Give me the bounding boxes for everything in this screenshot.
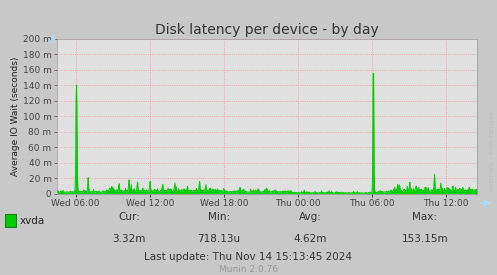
Text: xvda: xvda (20, 216, 45, 226)
Text: 718.13u: 718.13u (197, 234, 240, 244)
Title: Disk latency per device - by day: Disk latency per device - by day (155, 23, 379, 37)
Text: Max:: Max: (413, 212, 437, 222)
Text: Avg:: Avg: (299, 212, 322, 222)
Text: Cur:: Cur: (118, 212, 140, 222)
Text: Last update: Thu Nov 14 15:13:45 2024: Last update: Thu Nov 14 15:13:45 2024 (145, 252, 352, 262)
Text: Min:: Min: (208, 212, 230, 222)
Y-axis label: Average IO Wait (seconds): Average IO Wait (seconds) (11, 56, 20, 176)
Text: 4.62m: 4.62m (294, 234, 328, 244)
Text: 3.32m: 3.32m (112, 234, 146, 244)
Text: RRDTOOL / TOBI OETIKER: RRDTOOL / TOBI OETIKER (490, 110, 495, 191)
Text: 153.15m: 153.15m (402, 234, 448, 244)
Text: Munin 2.0.76: Munin 2.0.76 (219, 265, 278, 274)
